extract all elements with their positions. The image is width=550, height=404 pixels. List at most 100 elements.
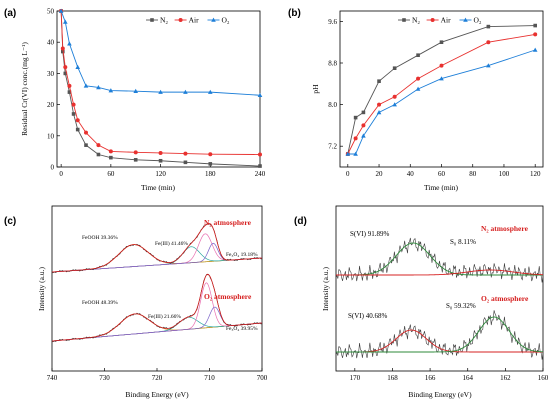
data-point xyxy=(133,158,138,162)
panel-c-annotation-fe3o4-bottom: Fe₃O₄ 39.95% xyxy=(226,326,258,332)
legend-label: N₂ xyxy=(160,16,168,25)
x-tick-label: 20 xyxy=(376,170,384,178)
x-tick-label: 120 xyxy=(530,170,541,178)
data-point xyxy=(108,88,114,93)
y-tick-label: 8.8 xyxy=(328,60,337,68)
data-point xyxy=(415,86,421,91)
data-point xyxy=(345,151,351,156)
x-tick-label: 740 xyxy=(47,374,58,382)
data-point xyxy=(533,23,537,28)
data-point xyxy=(416,53,420,57)
data-point xyxy=(377,102,382,107)
panel-d-curves xyxy=(335,237,544,360)
legend-label: O₂ xyxy=(222,16,230,25)
panel-b-ylabel: pH xyxy=(311,84,320,94)
data-point xyxy=(377,79,381,83)
x-tick-label: 180 xyxy=(205,170,216,178)
data-point xyxy=(486,63,491,68)
panel-b-ticks: 0 20 40 60 80 100 120 7.2 8.0 8.8 9.6 xyxy=(328,18,541,178)
panel-d-frame xyxy=(335,205,544,372)
panel-c-curves xyxy=(51,223,263,343)
data-point xyxy=(63,71,68,76)
data-point xyxy=(353,136,358,141)
panel-b-frame xyxy=(339,10,544,168)
x-tick-label: 80 xyxy=(469,170,477,178)
data-point xyxy=(71,102,76,107)
y-tick-label: 0 xyxy=(51,164,55,172)
data-point xyxy=(533,32,538,37)
data-point xyxy=(58,8,64,13)
legend-label: O₂ xyxy=(474,16,482,25)
legend-marker xyxy=(178,18,183,22)
fit-component xyxy=(336,316,544,353)
data-point xyxy=(158,150,163,155)
x-tick-label: 240 xyxy=(255,170,266,178)
data-point xyxy=(486,40,491,45)
data-point xyxy=(96,143,101,148)
raw-spectrum xyxy=(335,310,544,360)
data-point xyxy=(353,115,358,120)
x-tick-label: 168 xyxy=(387,374,398,382)
data-point xyxy=(158,158,163,163)
y-tick-label: 30 xyxy=(47,70,55,78)
panel-a-legend: N₂ Air O₂ xyxy=(146,16,230,25)
legend-marker xyxy=(430,18,435,22)
y-tick-label: 7.2 xyxy=(328,143,337,151)
panel-b-label: (b) xyxy=(288,8,301,19)
panel-c-atmosphere-n2: N₂ atmosphere xyxy=(204,218,252,227)
x-tick-label: 60 xyxy=(438,170,446,178)
panel-c: (c) 740 730 720 710 700 Binding Energy (eV) … xyxy=(4,205,268,399)
data-point xyxy=(84,130,88,135)
y-tick-label: 8.0 xyxy=(328,101,337,109)
panel-c-label: (c) xyxy=(4,216,16,227)
x-tick-label: 164 xyxy=(462,374,473,382)
raw-spectrum xyxy=(335,237,544,283)
data-point xyxy=(439,63,444,68)
data-point xyxy=(158,89,163,94)
data-point xyxy=(361,123,366,128)
data-point xyxy=(361,110,366,115)
panel-c-annotation-fe3o4-top: Fe₃O₄ 19.18% xyxy=(226,252,258,258)
data-point xyxy=(67,83,72,88)
data-point xyxy=(75,118,80,123)
panel-a-ticks: 0 60 120 180 240 0 10 20 30 40 50 xyxy=(47,8,266,179)
data-point xyxy=(96,85,101,90)
data-point xyxy=(75,64,81,69)
x-tick-label: 40 xyxy=(407,170,415,178)
series-line-1 xyxy=(60,10,261,155)
x-tick-label: 60 xyxy=(107,170,115,178)
x-tick-label: 700 xyxy=(257,374,268,382)
data-point xyxy=(208,162,213,166)
y-tick-label: 9.6 xyxy=(328,18,337,26)
data-point xyxy=(133,150,138,155)
y-tick-label: 20 xyxy=(47,101,55,109)
legend-label: Air xyxy=(189,16,200,25)
panel-a-label: (a) xyxy=(4,8,16,19)
data-point xyxy=(439,40,444,44)
data-point xyxy=(63,65,68,70)
panel-c-annotation-feooh-top: FeOOH 39.36% xyxy=(82,235,118,241)
x-tick-label: 0 xyxy=(59,170,63,178)
data-point xyxy=(183,160,188,165)
panel-a: (a) 0 60 120 180 240 0 10 20 30 40 50 N₂ Air O₂ Time… xyxy=(4,8,266,193)
data-point xyxy=(84,143,88,147)
panel-a-ylabel: Residual Cr(VI) conc.(mg L⁻¹) xyxy=(20,42,29,136)
panel-c-annotation-fe3-bottom: Fe(III) 21.66% xyxy=(148,313,181,320)
data-point xyxy=(71,112,76,116)
panel-c-annotation-fe3-top: Fe(III) 41.46% xyxy=(155,240,188,247)
data-point xyxy=(108,149,113,154)
panel-b-series xyxy=(345,23,538,156)
data-point xyxy=(62,19,68,24)
data-point xyxy=(416,76,421,81)
data-point xyxy=(392,94,397,99)
fit-component xyxy=(51,244,263,273)
x-tick-label: 730 xyxy=(99,374,110,382)
panel-d-atmosphere-n2: N₂ atmosphere xyxy=(481,224,529,233)
legend-marker xyxy=(150,18,154,22)
fit-component xyxy=(336,329,543,353)
legend-marker xyxy=(402,18,406,22)
data-point xyxy=(83,83,89,88)
x-tick-label: 0 xyxy=(346,170,350,178)
x-tick-label: 166 xyxy=(425,374,436,382)
